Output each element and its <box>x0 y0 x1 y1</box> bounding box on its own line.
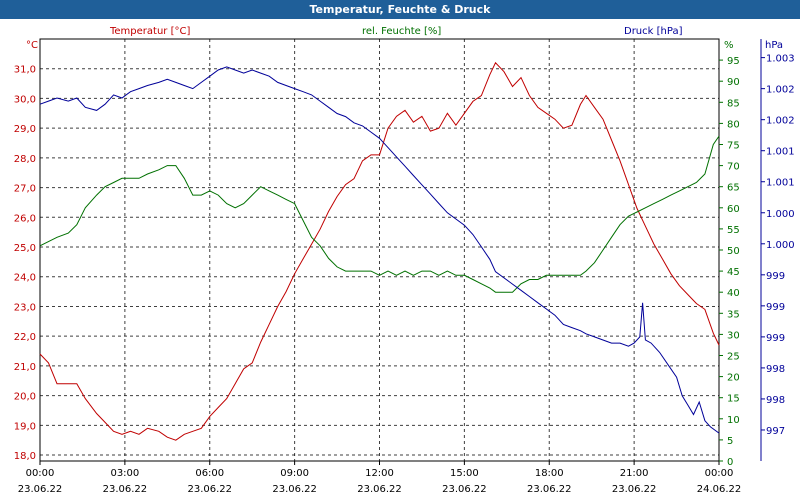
chart-title: Temperatur, Feuchte & Druck <box>0 0 800 19</box>
temperature-tick-label: 21,0 <box>14 362 36 373</box>
x-tick-date: 23.06.22 <box>187 484 232 495</box>
axes: 18,0 19,0 20,0 21,0 22,0 23,0 24,0 25,0 26,0 27,0… <box>14 38 795 495</box>
pressure-tick-label: 1.000 <box>766 209 795 220</box>
x-tick-date: 23.06.22 <box>612 484 657 495</box>
pressure-tick-label: 998 <box>766 364 785 375</box>
humidity-tick-label: 20 <box>727 373 740 384</box>
x-tick-date: 23.06.22 <box>18 484 63 495</box>
temperature-legend: Temperatur [°C] <box>109 26 190 37</box>
pressure-tick-label: 1.002 <box>766 85 795 96</box>
x-tick-time: 15:00 <box>450 468 479 479</box>
humidity-tick-label: 25 <box>727 352 740 363</box>
humidity-tick-label: 50 <box>727 246 740 257</box>
x-tick-time: 21:00 <box>620 468 649 479</box>
humidity-tick-label: 75 <box>727 141 740 152</box>
temperature-tick-label: 31,0 <box>14 65 36 76</box>
pressure-tick-label: 1.001 <box>766 147 795 158</box>
x-tick-time: 00:00 <box>705 468 734 479</box>
humidity-tick-label: 45 <box>727 267 740 278</box>
humidity-tick-label: 90 <box>727 77 740 88</box>
humidity-tick-label: 35 <box>727 309 740 320</box>
humidity-tick-label: 85 <box>727 98 740 109</box>
humidity-tick-label: 55 <box>727 225 740 236</box>
grid <box>40 39 719 461</box>
pressure-tick-label: 999 <box>766 302 785 313</box>
x-tick-date: 23.06.22 <box>357 484 402 495</box>
x-tick-time: 12:00 <box>365 468 394 479</box>
temperature-tick-label: 29,0 <box>14 124 36 135</box>
humidity-tick-label: 15 <box>727 394 740 405</box>
humidity-legend: rel. Feuchte [%] <box>362 26 441 37</box>
temperature-unit-label: °C <box>26 40 38 51</box>
pressure-tick-label: 997 <box>766 426 785 437</box>
pressure-tick-label: 998 <box>766 395 785 406</box>
pressure-tick-label: 1.002 <box>766 116 795 127</box>
humidity-tick-label: 40 <box>727 288 740 299</box>
humidity-tick-label: 65 <box>727 183 740 194</box>
humidity-tick-label: 0 <box>727 457 733 468</box>
humidity-tick-label: 70 <box>727 162 740 173</box>
temperature-tick-label: 18,0 <box>14 451 36 462</box>
pressure-tick-label: 1.000 <box>766 240 795 251</box>
humidity-unit-label: % <box>724 40 734 51</box>
temperature-tick-label: 20,0 <box>14 392 36 403</box>
x-tick-time: 00:00 <box>26 468 55 479</box>
series-lines <box>39 61 720 441</box>
pressure-tick-label: 1.001 <box>766 178 795 189</box>
temperature-tick-label: 26,0 <box>14 213 36 224</box>
x-tick-time: 09:00 <box>280 468 309 479</box>
humidity-tick-label: 95 <box>727 56 740 67</box>
pressure-tick-label: 999 <box>766 333 785 344</box>
humidity-tick-label: 80 <box>727 119 740 130</box>
pressure-unit-label: hPa <box>765 40 783 51</box>
temperature-tick-label: 23,0 <box>14 302 36 313</box>
temperature-tick-label: 24,0 <box>14 273 36 284</box>
pressure-legend: Druck [hPa] <box>624 26 683 37</box>
x-tick-date: 23.06.22 <box>442 484 487 495</box>
x-tick-date: 24.06.22 <box>697 484 742 495</box>
series-line-humidity <box>39 135 720 293</box>
x-tick-time: 18:00 <box>535 468 564 479</box>
humidity-tick-label: 10 <box>727 415 740 426</box>
temperature-tick-label: 30,0 <box>14 94 36 105</box>
pressure-tick-label: 999 <box>766 271 785 282</box>
series-line-pressure <box>39 66 720 434</box>
series-line-temperature <box>39 61 720 441</box>
temperature-tick-label: 28,0 <box>14 154 36 165</box>
x-tick-time: 03:00 <box>110 468 139 479</box>
temperature-tick-label: 27,0 <box>14 184 36 195</box>
x-tick-time: 06:00 <box>195 468 224 479</box>
temperature-tick-label: 22,0 <box>14 332 36 343</box>
x-tick-date: 23.06.22 <box>103 484 148 495</box>
x-tick-date: 23.06.22 <box>272 484 317 495</box>
temperature-tick-label: 25,0 <box>14 243 36 254</box>
humidity-tick-label: 60 <box>727 204 740 215</box>
x-tick-date: 23.06.22 <box>527 484 572 495</box>
pressure-tick-label: 1.003 <box>766 54 795 65</box>
humidity-tick-label: 5 <box>727 436 733 447</box>
temperature-tick-label: 19,0 <box>14 421 36 432</box>
humidity-tick-label: 30 <box>727 330 740 341</box>
